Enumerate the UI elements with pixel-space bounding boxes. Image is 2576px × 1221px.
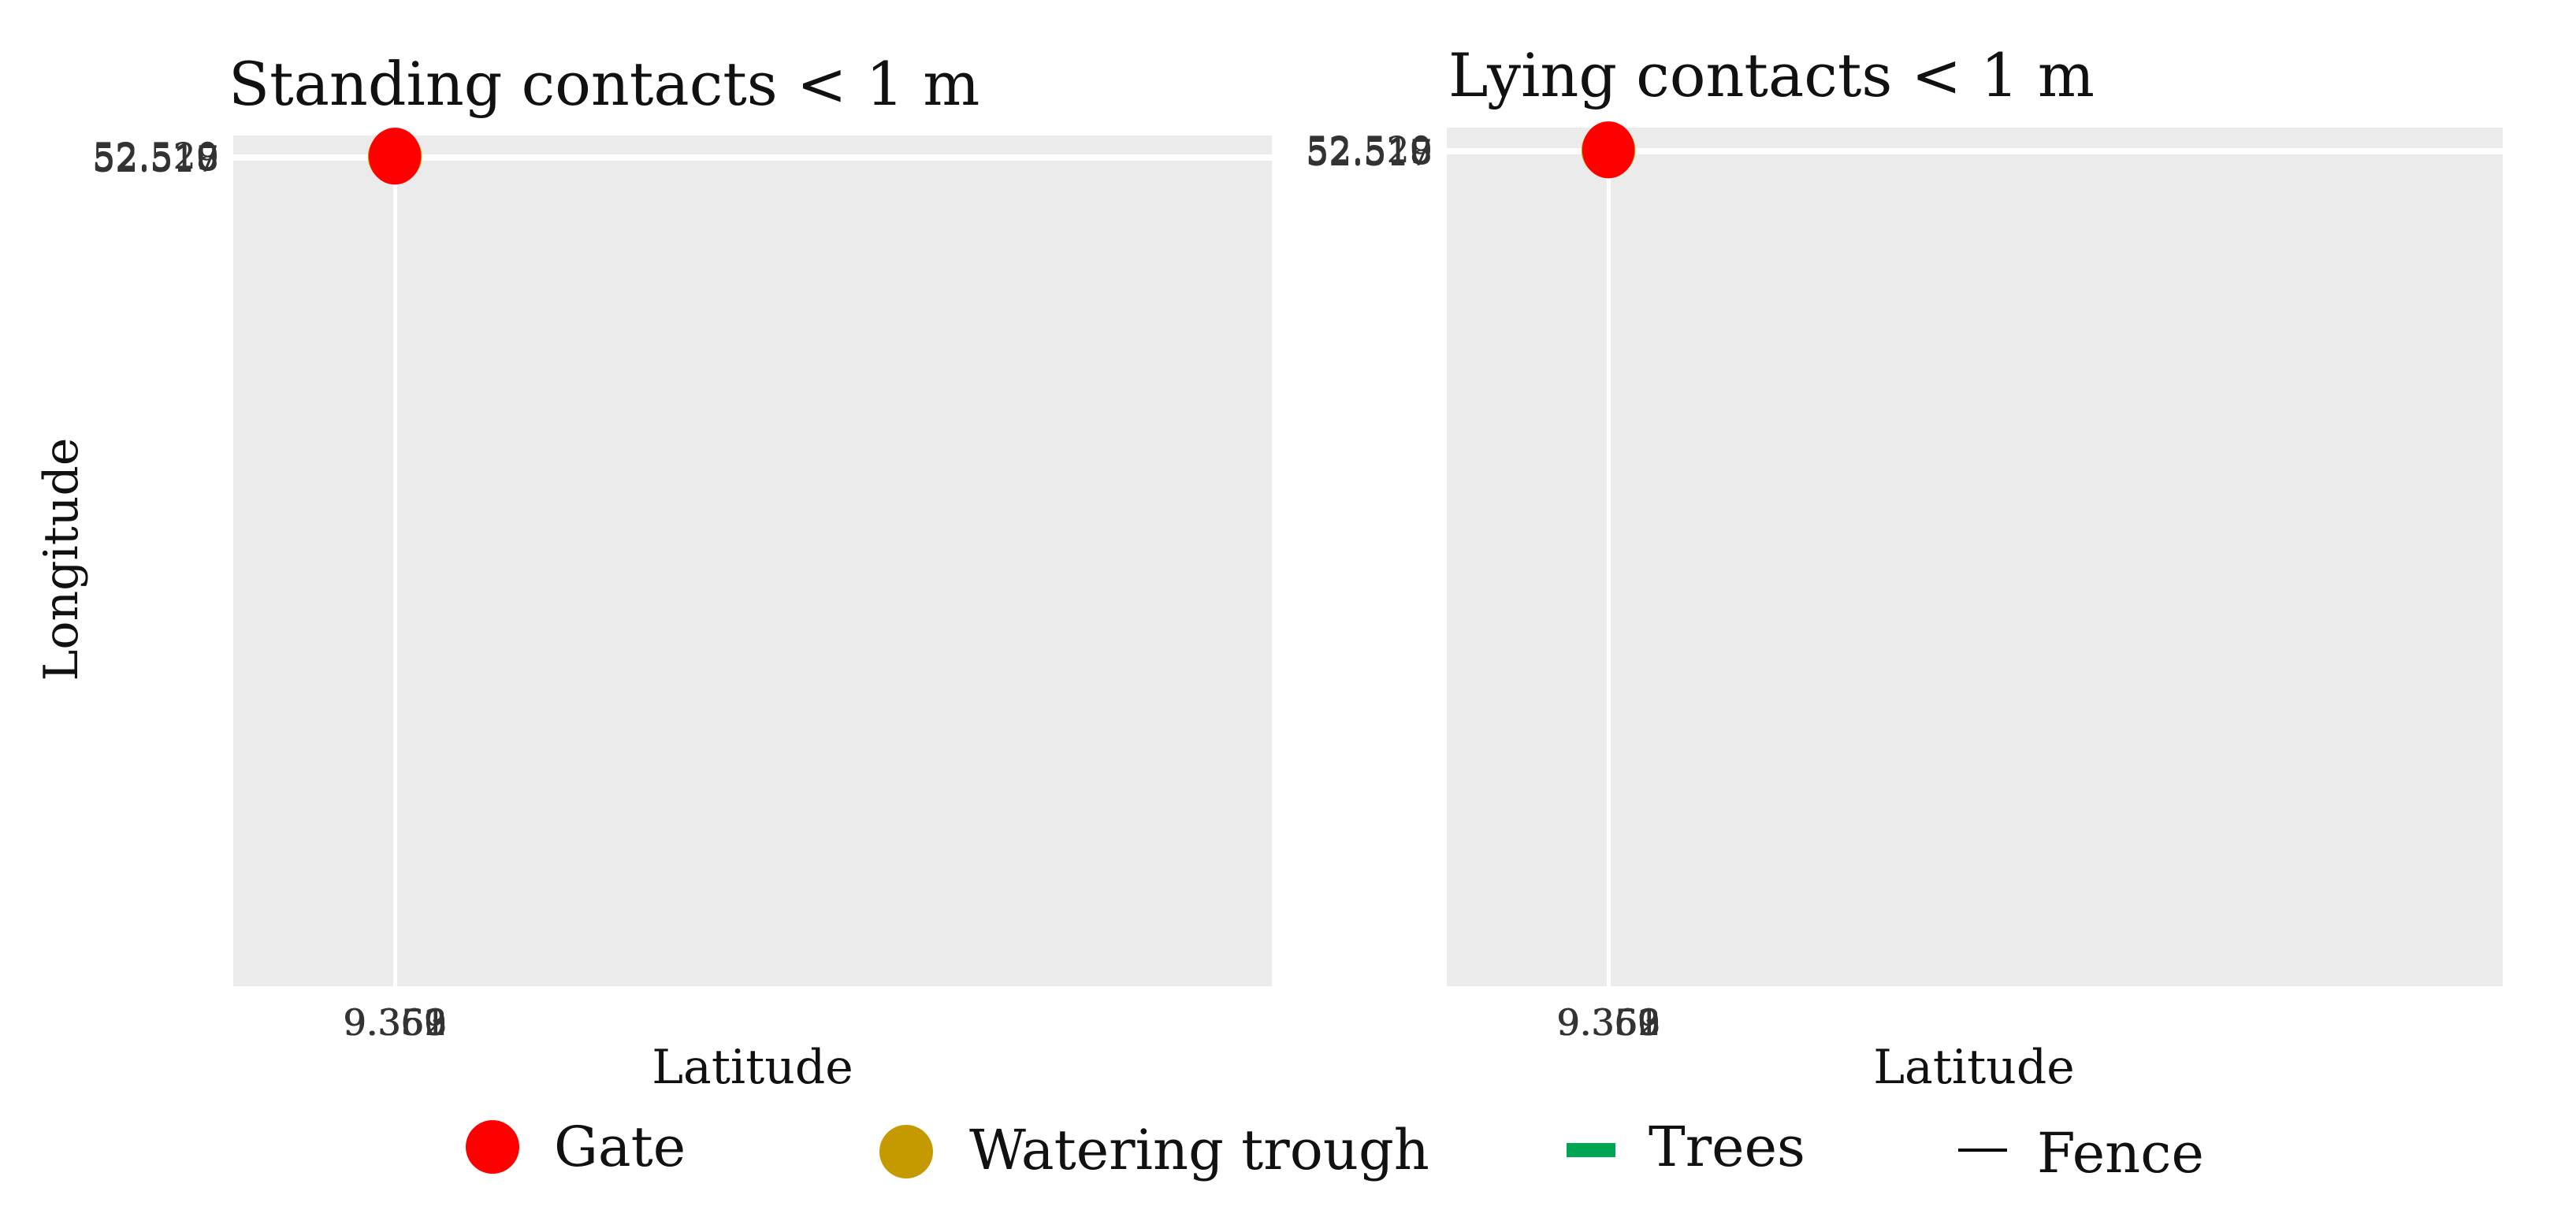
y-tick-label: 52.519 — [1306, 129, 1433, 172]
trough-icon — [879, 1125, 933, 1178]
y-tick-label: 52.519 — [92, 135, 219, 178]
chart-title: Lying contacts < 1 m — [1448, 40, 2095, 110]
lying-panel: Lying contacts < 1 m 9.359 9.360 9.361 9… — [1306, 40, 2503, 1095]
y-tick-label: 52.520 — [1306, 128, 1433, 171]
y-tick-label: 52.520 — [92, 135, 219, 177]
chart-title: Standing contacts < 1 m — [229, 49, 979, 119]
plot-background — [1447, 128, 2503, 986]
legend-label-trees: Trees — [1649, 1115, 1805, 1179]
x-tick-label: 9.363 — [1557, 1001, 1661, 1044]
x-tick-labels: 9.359 9.360 9.361 9.362 9.363 — [1556, 1001, 1661, 1044]
x-tick-label: 9.359 — [1556, 1001, 1660, 1044]
y-axis-label: Longitude — [34, 438, 89, 681]
x-tick-label: 9.360 — [343, 1001, 447, 1044]
gate-icon — [466, 1120, 519, 1174]
x-tick-label: 9.361 — [1557, 1001, 1661, 1044]
x-tick-labels: 9.359 9.360 9.361 9.362 9.363 — [343, 1001, 448, 1044]
y-tick-labels: 52.517 52.518 52.519 52.520 — [92, 135, 219, 180]
legend-label-trough: Watering trough — [969, 1118, 1429, 1182]
x-tick-label: 9.359 — [343, 1001, 447, 1044]
standing-panel: Standing contacts < 1 m 9.359 9.360 9.36… — [34, 49, 1272, 1095]
x-tick-label: 9.363 — [344, 1001, 448, 1044]
y-tick-labels: 52.517 52.518 52.519 52.520 — [1306, 128, 1433, 174]
x-tick-label: 9.362 — [1557, 1001, 1661, 1044]
legend: Gate Watering trough Trees Fence — [466, 1115, 2204, 1186]
y-tick-label: 52.518 — [92, 137, 219, 180]
legend-label-gate: Gate — [554, 1115, 686, 1179]
gate-marker — [1582, 121, 1635, 179]
y-tick-label: 52.517 — [1306, 132, 1433, 174]
gates — [369, 128, 422, 185]
y-tick-label: 52.517 — [92, 138, 219, 180]
legend-label-fence: Fence — [2037, 1121, 2204, 1186]
x-tick-label: 9.362 — [344, 1001, 448, 1044]
gate-marker — [369, 128, 422, 185]
x-tick-label: 9.360 — [1556, 1001, 1660, 1044]
y-tick-label: 52.518 — [1306, 131, 1433, 173]
plot-background — [233, 135, 1272, 986]
x-axis-label: Latitude — [652, 1040, 853, 1095]
gates — [1582, 121, 1635, 179]
x-axis-label: Latitude — [1873, 1040, 2075, 1095]
x-tick-label: 9.361 — [344, 1001, 448, 1044]
